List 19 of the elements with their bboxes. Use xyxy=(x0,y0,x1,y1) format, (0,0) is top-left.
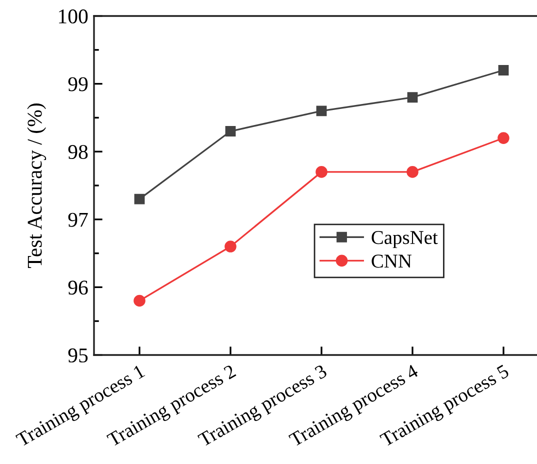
legend-label: CapsNet xyxy=(372,231,438,248)
point xyxy=(134,294,146,307)
point xyxy=(407,92,418,103)
y-tick-label: 96 xyxy=(68,280,88,295)
point xyxy=(225,126,236,136)
point xyxy=(498,65,509,76)
point xyxy=(134,194,145,204)
y-tick-label: 95 xyxy=(68,348,88,362)
y-tick-label: 100 xyxy=(59,9,88,24)
point xyxy=(406,166,418,178)
y-tick-label: 98 xyxy=(68,144,88,160)
point xyxy=(224,240,236,252)
y-axis-title: Test Accuracy / (%) xyxy=(27,104,46,268)
y-tick-label: 99 xyxy=(68,77,88,92)
point xyxy=(316,106,327,116)
point xyxy=(316,166,328,178)
point xyxy=(498,132,510,144)
y-tick-label: 97 xyxy=(68,212,88,227)
legend-label: CNN xyxy=(372,254,412,268)
